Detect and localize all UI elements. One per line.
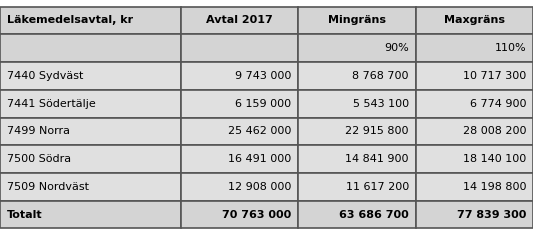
Bar: [181, 7, 298, 34]
Bar: [298, 7, 416, 34]
Bar: [416, 118, 533, 145]
Bar: [181, 90, 298, 118]
Bar: [0, 173, 181, 201]
Bar: [0, 118, 181, 145]
Text: 28 008 200: 28 008 200: [463, 126, 526, 136]
Bar: [0, 90, 181, 118]
Bar: [416, 201, 533, 228]
Bar: [181, 145, 298, 173]
Bar: [416, 145, 533, 173]
Text: 18 140 100: 18 140 100: [463, 154, 526, 164]
Text: 16 491 000: 16 491 000: [228, 154, 292, 164]
Text: 7500 Södra: 7500 Södra: [7, 154, 71, 164]
Bar: [416, 7, 533, 34]
Bar: [298, 201, 416, 228]
Text: 9 743 000: 9 743 000: [235, 71, 292, 81]
Text: 8 768 700: 8 768 700: [352, 71, 409, 81]
Bar: [416, 90, 533, 118]
Bar: [181, 173, 298, 201]
Bar: [416, 34, 533, 62]
Bar: [181, 34, 298, 62]
Bar: [298, 173, 416, 201]
Bar: [416, 62, 533, 90]
Bar: [298, 90, 416, 118]
Text: 77 839 300: 77 839 300: [457, 210, 526, 219]
Text: 6 774 900: 6 774 900: [470, 99, 526, 109]
Text: 63 686 700: 63 686 700: [339, 210, 409, 219]
Text: Maxgräns: Maxgräns: [444, 16, 505, 25]
Text: 70 763 000: 70 763 000: [222, 210, 292, 219]
Text: Totalt: Totalt: [7, 210, 43, 219]
Bar: [416, 173, 533, 201]
Text: 22 915 800: 22 915 800: [345, 126, 409, 136]
Text: Avtal 2017: Avtal 2017: [206, 16, 273, 25]
Bar: [181, 118, 298, 145]
Text: 10 717 300: 10 717 300: [463, 71, 526, 81]
Bar: [181, 201, 298, 228]
Text: 5 543 100: 5 543 100: [353, 99, 409, 109]
Text: 7440 Sydväst: 7440 Sydväst: [7, 71, 83, 81]
Text: 14 841 900: 14 841 900: [345, 154, 409, 164]
Text: 6 159 000: 6 159 000: [236, 99, 292, 109]
Bar: [0, 7, 181, 34]
Text: 7499 Norra: 7499 Norra: [7, 126, 70, 136]
Bar: [0, 201, 181, 228]
Text: 7509 Nordväst: 7509 Nordväst: [7, 182, 89, 192]
Text: 14 198 800: 14 198 800: [463, 182, 526, 192]
Bar: [298, 118, 416, 145]
Bar: [298, 145, 416, 173]
Bar: [0, 145, 181, 173]
Text: 11 617 200: 11 617 200: [345, 182, 409, 192]
Bar: [298, 62, 416, 90]
Text: 12 908 000: 12 908 000: [228, 182, 292, 192]
Text: 25 462 000: 25 462 000: [228, 126, 292, 136]
Text: 7441 Södertälje: 7441 Södertälje: [7, 99, 96, 109]
Bar: [181, 62, 298, 90]
Text: Läkemedelsavtal, kr: Läkemedelsavtal, kr: [7, 16, 133, 25]
Bar: [0, 62, 181, 90]
Text: Mingräns: Mingräns: [328, 16, 386, 25]
Text: 90%: 90%: [384, 43, 409, 53]
Bar: [0, 34, 181, 62]
Text: 110%: 110%: [495, 43, 526, 53]
Bar: [298, 34, 416, 62]
